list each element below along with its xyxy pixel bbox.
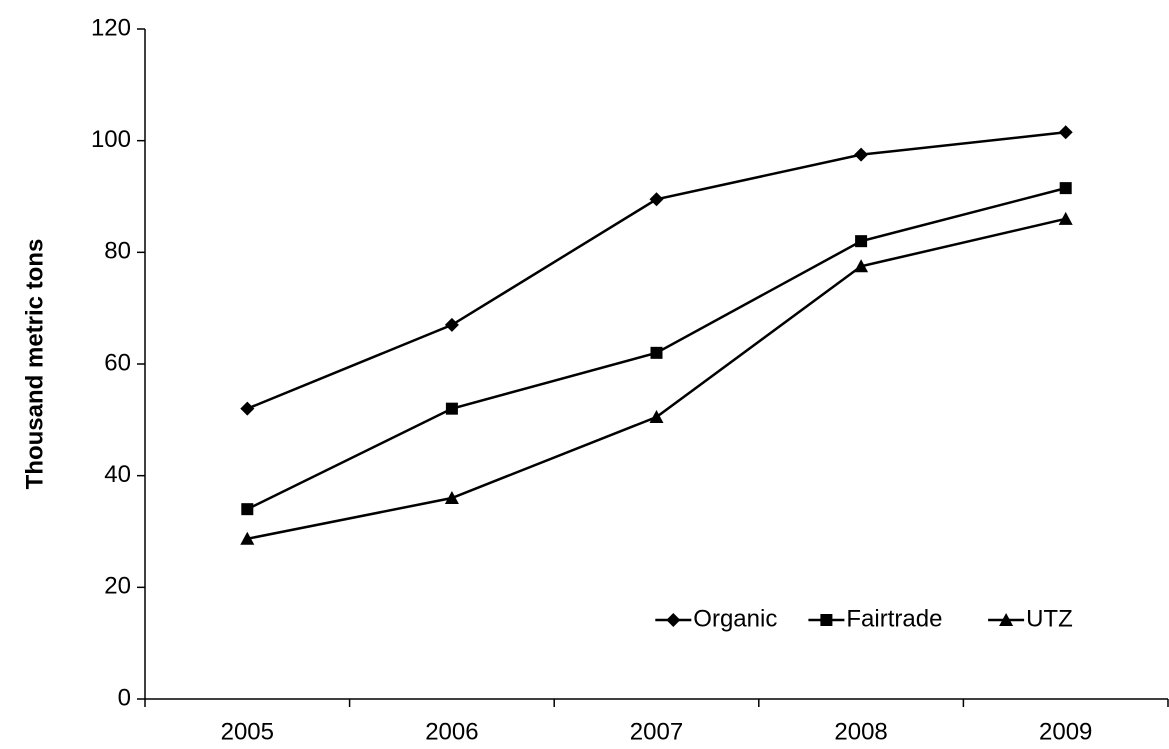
marker: [649, 192, 664, 207]
marker: [650, 346, 663, 359]
marker: [1059, 182, 1072, 195]
legend-label: UTZ: [1026, 605, 1073, 632]
y-axis-title: Thousand metric tons: [21, 239, 48, 490]
marker: [820, 614, 833, 626]
marker: [999, 613, 1014, 626]
marker: [444, 317, 459, 332]
y-tick-label: 0: [118, 684, 131, 711]
y-tick-label: 20: [104, 573, 131, 600]
y-tick-label: 40: [104, 461, 131, 488]
x-tick-label: 2006: [425, 718, 478, 745]
marker: [1058, 211, 1073, 225]
marker: [649, 410, 664, 424]
y-tick-label: 60: [104, 349, 131, 376]
legend-label: Fairtrade: [846, 605, 942, 632]
marker: [854, 259, 869, 273]
marker: [240, 531, 255, 545]
y-tick-label: 120: [91, 14, 131, 41]
x-tick-label: 2005: [221, 718, 274, 745]
x-tick-label: 2009: [1039, 718, 1092, 745]
x-tick-label: 2007: [630, 718, 683, 745]
legend-item: UTZ: [988, 605, 1073, 632]
marker: [1058, 125, 1073, 140]
legend-item: Organic: [655, 605, 777, 632]
marker: [854, 147, 869, 162]
marker: [444, 491, 459, 504]
x-tick-label: 2008: [834, 718, 887, 745]
marker: [445, 402, 458, 415]
series-line: [246, 131, 1066, 410]
legend-item: Fairtrade: [808, 605, 942, 632]
y-tick-label: 80: [104, 238, 131, 265]
legend-label: Organic: [693, 605, 777, 632]
marker: [241, 503, 254, 516]
marker: [855, 235, 868, 248]
marker: [666, 613, 681, 627]
y-tick-label: 100: [91, 126, 131, 153]
series-line: [247, 217, 1066, 540]
marker: [240, 401, 255, 416]
